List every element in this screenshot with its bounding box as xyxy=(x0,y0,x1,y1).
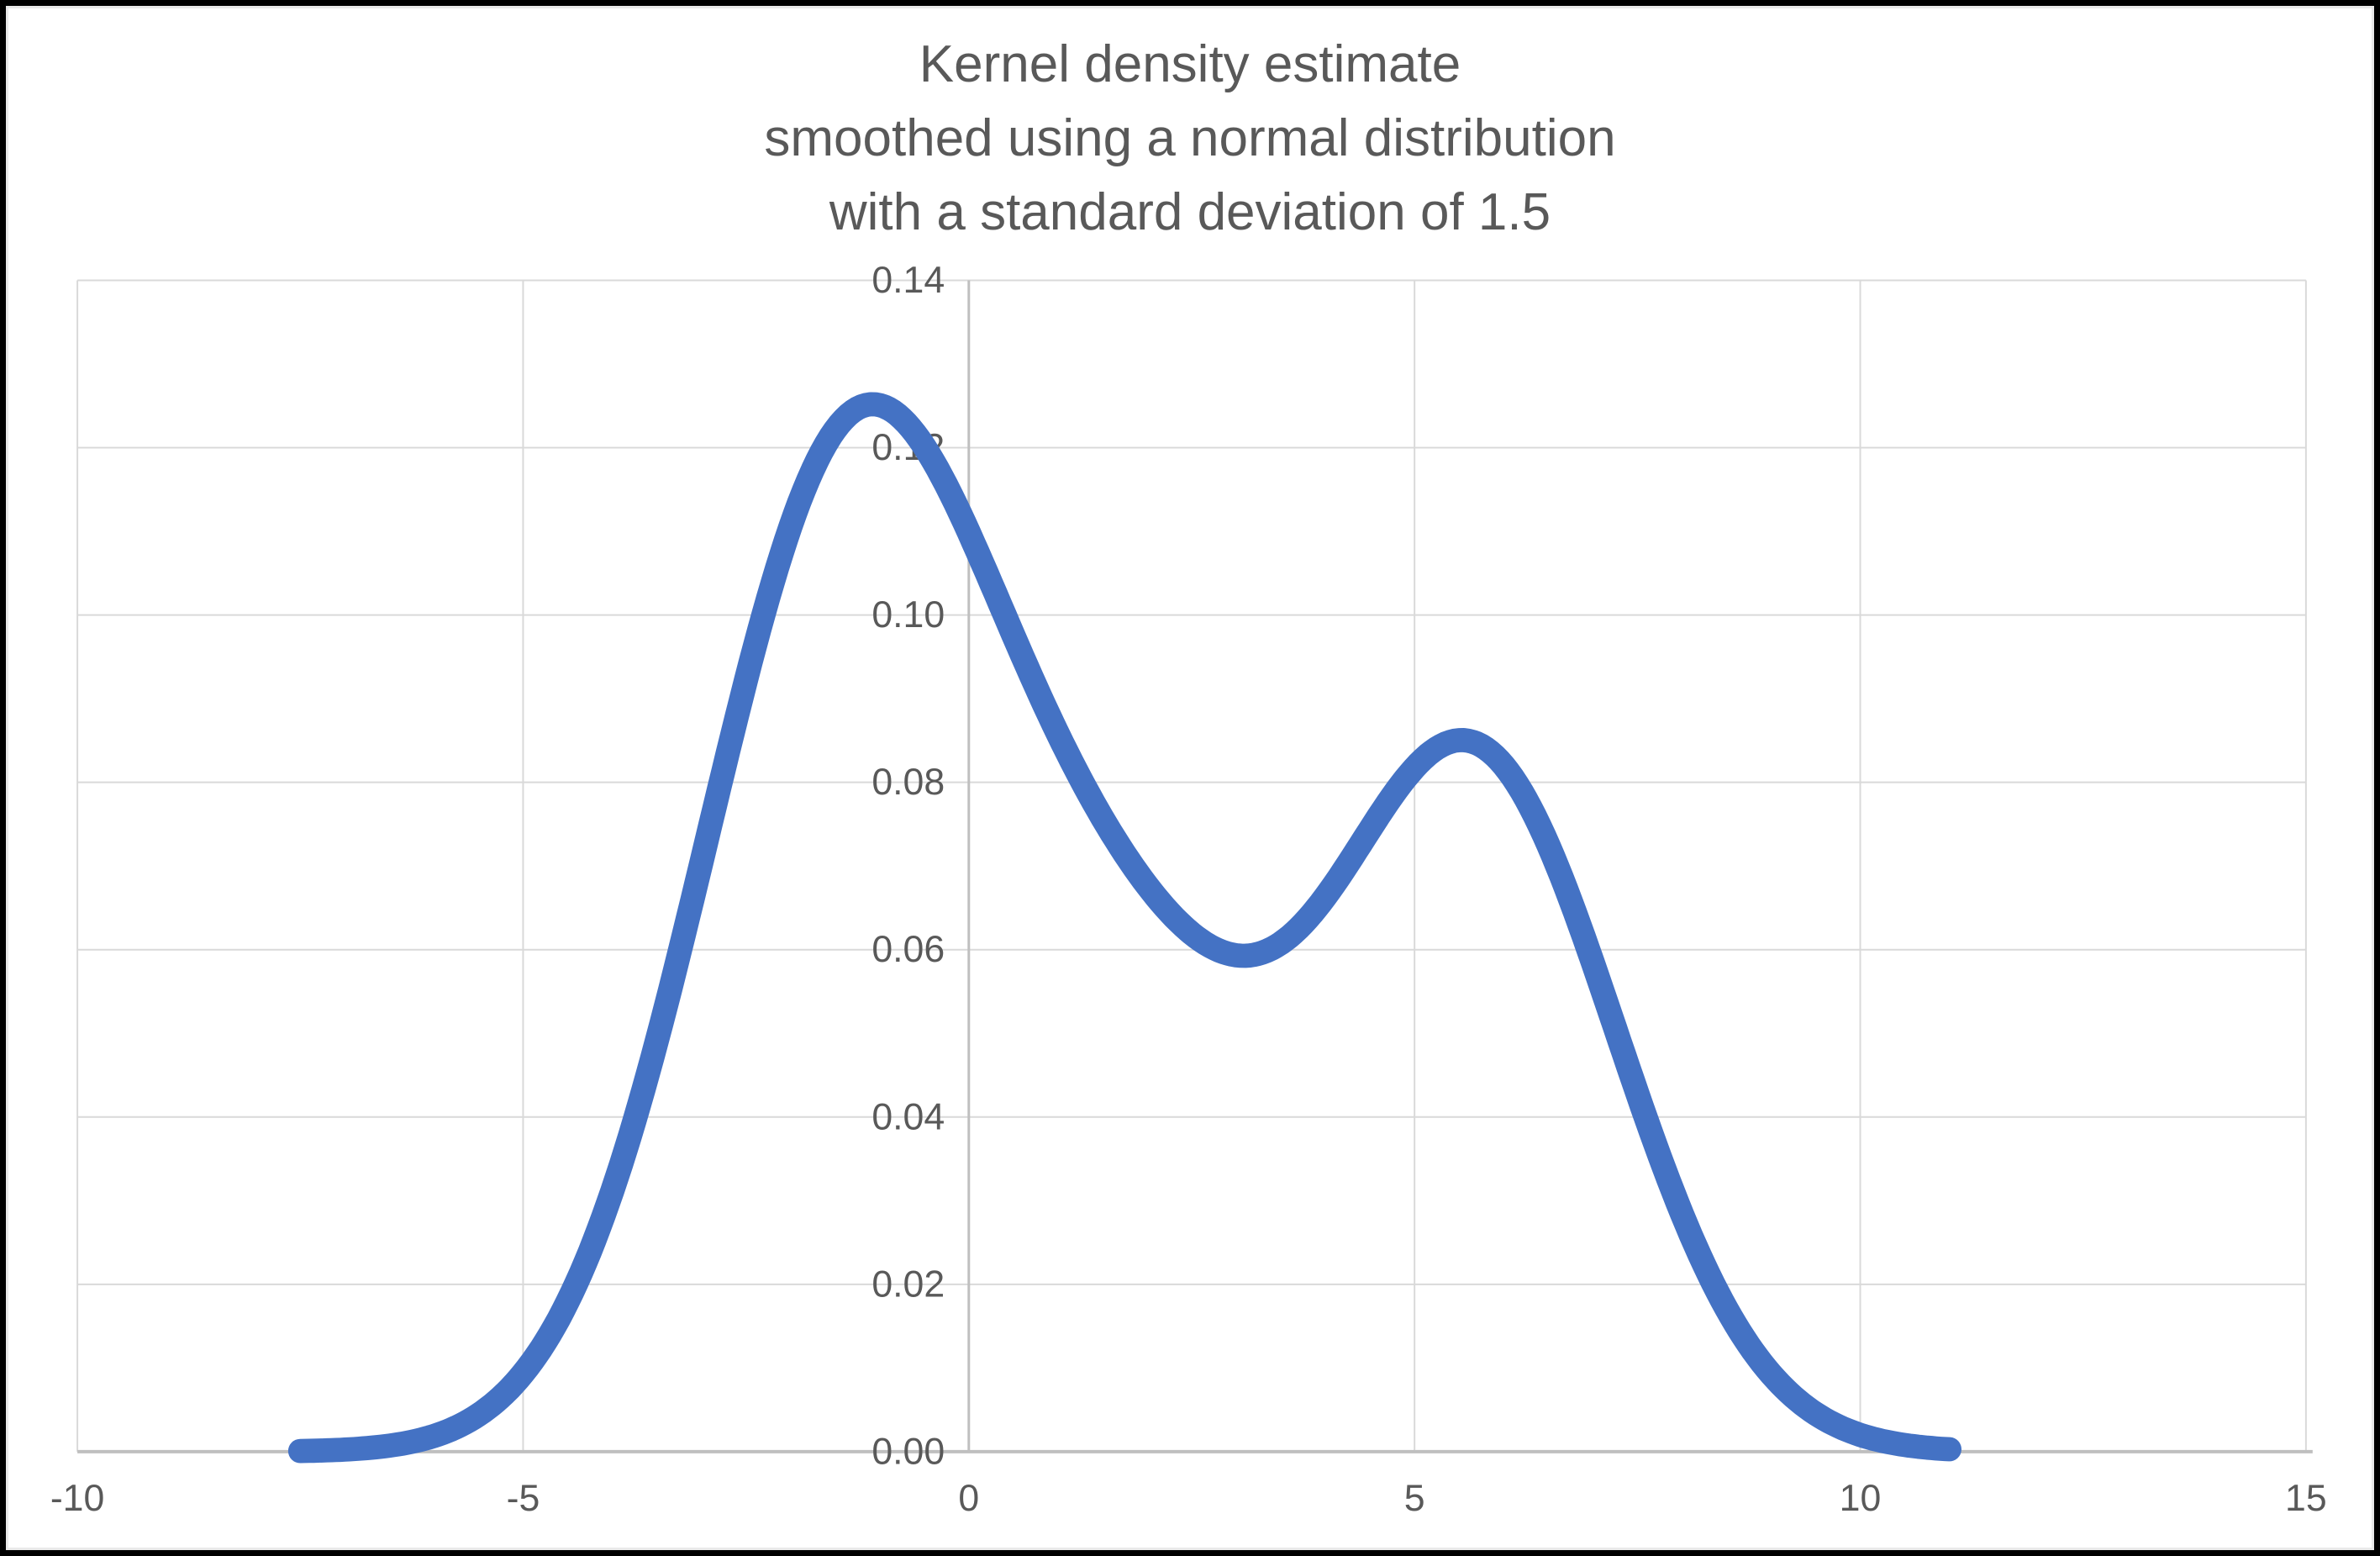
y-tick-label: 0.04 xyxy=(871,1096,945,1137)
x-tick-label: 10 xyxy=(1840,1478,1882,1519)
chart-title: Kernel density estimate smoothed using a… xyxy=(6,28,2374,250)
y-tick-label: 0.10 xyxy=(871,594,945,636)
x-tick-label: -10 xyxy=(50,1478,105,1519)
x-tick-label: 5 xyxy=(1404,1478,1425,1519)
x-tick-label: 0 xyxy=(958,1478,979,1519)
y-gridlines xyxy=(77,279,2306,1285)
kde-series xyxy=(287,392,1962,1464)
y-tick-label: 0.06 xyxy=(871,929,945,970)
y-tick-label: 0.02 xyxy=(871,1263,945,1305)
y-tick-label: 0.08 xyxy=(871,762,945,803)
axis-lines xyxy=(77,280,2313,1453)
chart-title-line-1: Kernel density estimate xyxy=(919,35,1461,93)
x-tick-label: -5 xyxy=(507,1478,540,1519)
x-tick-labels: -10 -5 0 5 10 15 xyxy=(50,1478,2327,1519)
y-tick-label: 0.14 xyxy=(871,260,945,301)
chart-title-line-3: with a standard deviation of 1.5 xyxy=(829,183,1551,241)
x-gridlines xyxy=(76,280,2307,1452)
plot-svg: 0.000.020.040.060.080.100.120.14 -10 -5 0 5… xyxy=(50,260,2327,1519)
y-tick-label: 0.00 xyxy=(871,1431,945,1472)
x-tick-label: 15 xyxy=(2285,1478,2327,1519)
y-tick-labels: 0.000.020.040.060.080.100.120.14 xyxy=(871,260,945,1472)
chart-title-line-2: smoothed using a normal distribution xyxy=(764,109,1616,167)
kde-curve xyxy=(287,392,1962,1464)
